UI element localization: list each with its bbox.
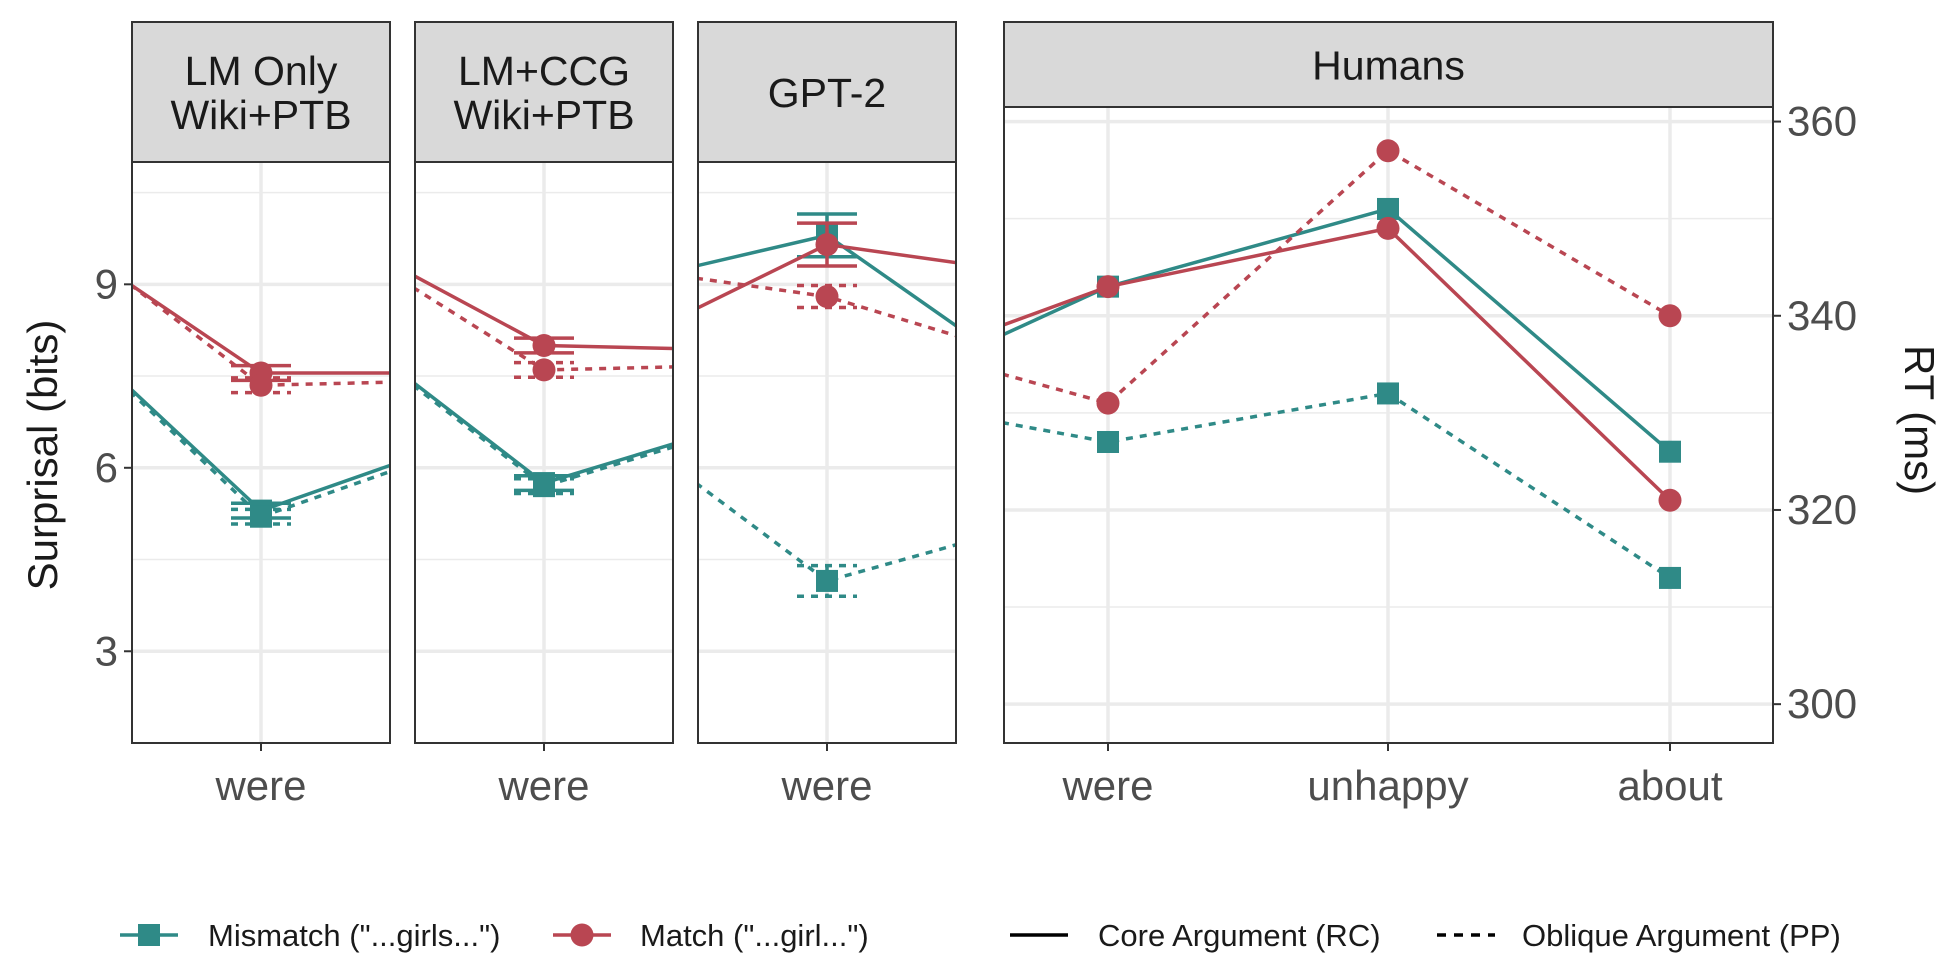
- series-mismatch-oblique: [698, 482, 956, 598]
- legend-item-match: Match ("...girl..."): [553, 918, 869, 953]
- panel-4: Humans were unhappy about: [1003, 21, 1774, 809]
- legend-item-oblique: Oblique Argument (PP): [1437, 918, 1841, 953]
- panel-strip: [697, 21, 957, 163]
- data-point-match: [532, 358, 556, 382]
- panel-strip: [414, 21, 674, 163]
- series-match-core: [415, 274, 673, 357]
- panel-strip-label: LM Only: [185, 48, 338, 94]
- series-match-oblique: [698, 276, 956, 338]
- series-match-oblique: [415, 286, 673, 382]
- panel-3: GPT-2 were: [697, 21, 957, 809]
- y-left-tick-label: 9: [95, 260, 118, 307]
- y-left-tick-label: 3: [95, 627, 118, 674]
- legend: Mismatch ("...girls...") Match ("...girl.…: [120, 918, 1841, 953]
- data-point-match: [1658, 304, 1682, 328]
- series-match-oblique: [1004, 139, 1682, 415]
- x-tick-label: unhappy: [1307, 762, 1468, 809]
- series-layer: [132, 283, 390, 528]
- gridlines: [1004, 107, 1773, 743]
- x-tick-label: about: [1617, 762, 1722, 809]
- axes-layer: Surprisal (bits) RT (ms) 3 6 9 300 320 340 360: [19, 98, 1943, 728]
- y-right-tick-label: 300: [1787, 680, 1857, 727]
- panel-strip-label: GPT-2: [768, 70, 886, 116]
- series-match-core: [698, 221, 956, 310]
- data-point-match: [532, 333, 556, 357]
- data-point-match: [1096, 391, 1120, 415]
- data-point-mismatch: [1377, 382, 1399, 405]
- data-point-mismatch: [816, 569, 838, 592]
- data-point-match: [1096, 275, 1120, 299]
- legend-label: Core Argument (RC): [1098, 918, 1381, 953]
- series-line: [415, 384, 673, 489]
- series-line: [1004, 148, 1671, 406]
- panel-strip: [131, 21, 391, 163]
- data-point-mismatch: [1377, 197, 1399, 220]
- panel-strip-label: LM+CCG: [458, 48, 630, 94]
- x-tick-label: were: [1061, 762, 1153, 809]
- panel-strip-label: Humans: [1312, 43, 1465, 89]
- series-layer: [1004, 139, 1682, 589]
- x-tick-label: were: [780, 762, 872, 809]
- data-point-match: [815, 233, 839, 257]
- y-right-tick-label: 340: [1787, 292, 1857, 339]
- data-point-match: [1376, 139, 1400, 163]
- series-match-oblique: [132, 283, 390, 397]
- legend-label: Oblique Argument (PP): [1522, 918, 1841, 953]
- data-point-match: [815, 285, 839, 309]
- series-mismatch-oblique: [415, 384, 673, 498]
- legend-item-core: Core Argument (RC): [1010, 918, 1381, 953]
- legend-label: Mismatch ("...girls..."): [208, 918, 500, 953]
- y-left-tick-label: 6: [95, 444, 118, 491]
- series-line: [1004, 391, 1671, 580]
- data-point-mismatch: [250, 505, 272, 528]
- series-line: [132, 390, 390, 519]
- legend-key-marker: [570, 923, 594, 947]
- series-line: [1004, 207, 1672, 454]
- data-point-mismatch: [1659, 440, 1681, 463]
- panel-strip-label: Wiki+PTB: [170, 92, 351, 138]
- gridlines: [132, 162, 390, 743]
- data-point-mismatch: [1097, 430, 1119, 453]
- legend-key-marker: [138, 924, 160, 946]
- series-match-core: [1004, 216, 1682, 512]
- gridlines: [415, 162, 673, 743]
- data-point-match: [1658, 488, 1682, 512]
- legend-key: [553, 923, 611, 947]
- series-line: [132, 283, 390, 387]
- panels-layer: LM OnlyWiki+PTBwereLM+CCGWiki+PTBwereGPT…: [131, 21, 1774, 809]
- data-point-mismatch: [1659, 566, 1681, 589]
- series-layer: [415, 274, 673, 498]
- y-right-tick-label: 320: [1787, 486, 1857, 533]
- y-left-axis-title: Surprisal (bits): [19, 320, 66, 591]
- legend-key: [120, 924, 178, 946]
- data-point-mismatch: [533, 475, 555, 498]
- legend-item-mismatch: Mismatch ("...girls..."): [120, 918, 500, 953]
- y-right-axis-title: RT (ms): [1896, 345, 1943, 495]
- legend-label: Match ("...girl..."): [640, 918, 869, 953]
- data-point-match: [1376, 216, 1400, 240]
- series-layer: [698, 212, 956, 598]
- y-right-tick-label: 360: [1787, 98, 1857, 145]
- series-mismatch-oblique: [1004, 382, 1681, 589]
- series-line: [698, 482, 956, 583]
- series-line: [1004, 226, 1672, 502]
- panel-strip: [1003, 21, 1774, 108]
- panel-strip-label: Wiki+PTB: [453, 92, 634, 138]
- data-point-match: [249, 373, 273, 397]
- x-tick-label: were: [214, 762, 306, 809]
- x-tick-label: were: [497, 762, 589, 809]
- series-mismatch-oblique: [132, 390, 390, 528]
